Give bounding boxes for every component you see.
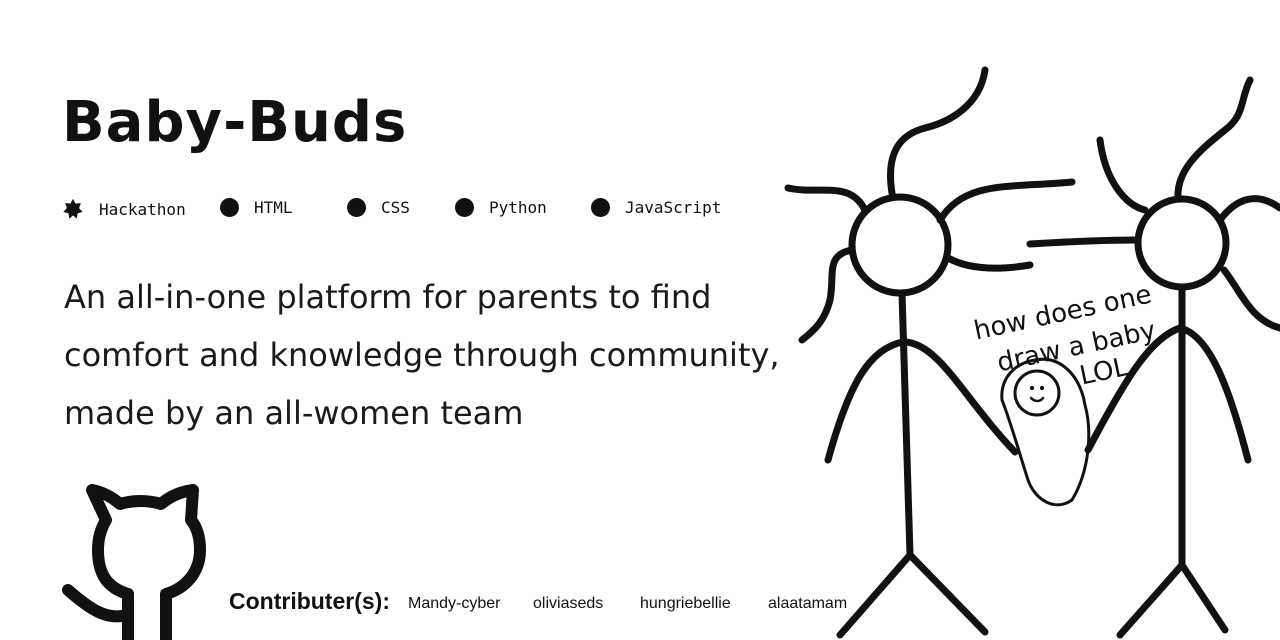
badge-star-icon [63, 198, 83, 219]
tag-css: CSS [347, 198, 410, 217]
dot-icon [591, 198, 610, 217]
tag-label: HTML [254, 198, 293, 217]
contributor-link[interactable]: hungriebellie [640, 595, 731, 612]
contributors-label: Contributer(s): [229, 588, 390, 614]
tag-label: Hackathon [99, 199, 186, 219]
dot-icon [220, 198, 239, 217]
stick-figure-parents-illustration: how does one draw a baby LOL [784, 66, 1280, 639]
tag-python: Python [455, 198, 547, 217]
tag-label: CSS [381, 198, 410, 217]
dot-icon [347, 198, 366, 217]
project-title: Baby-Buds [62, 90, 408, 155]
tag-label: Python [489, 198, 547, 217]
github-octocat-icon [62, 484, 206, 640]
contributor-link[interactable]: oliviaseds [533, 595, 604, 612]
dot-icon [455, 198, 474, 217]
tag-hackathon: Hackathon [62, 198, 186, 220]
tag-html: HTML [220, 198, 293, 217]
project-description: An all-in-one platform for parents to fi… [64, 278, 780, 432]
tag-label: JavaScript [625, 198, 722, 217]
tag-javascript: JavaScript [591, 198, 721, 217]
contributor-link[interactable]: alaatamam [768, 595, 848, 612]
contributor-link[interactable]: Mandy-cyber [408, 595, 501, 612]
